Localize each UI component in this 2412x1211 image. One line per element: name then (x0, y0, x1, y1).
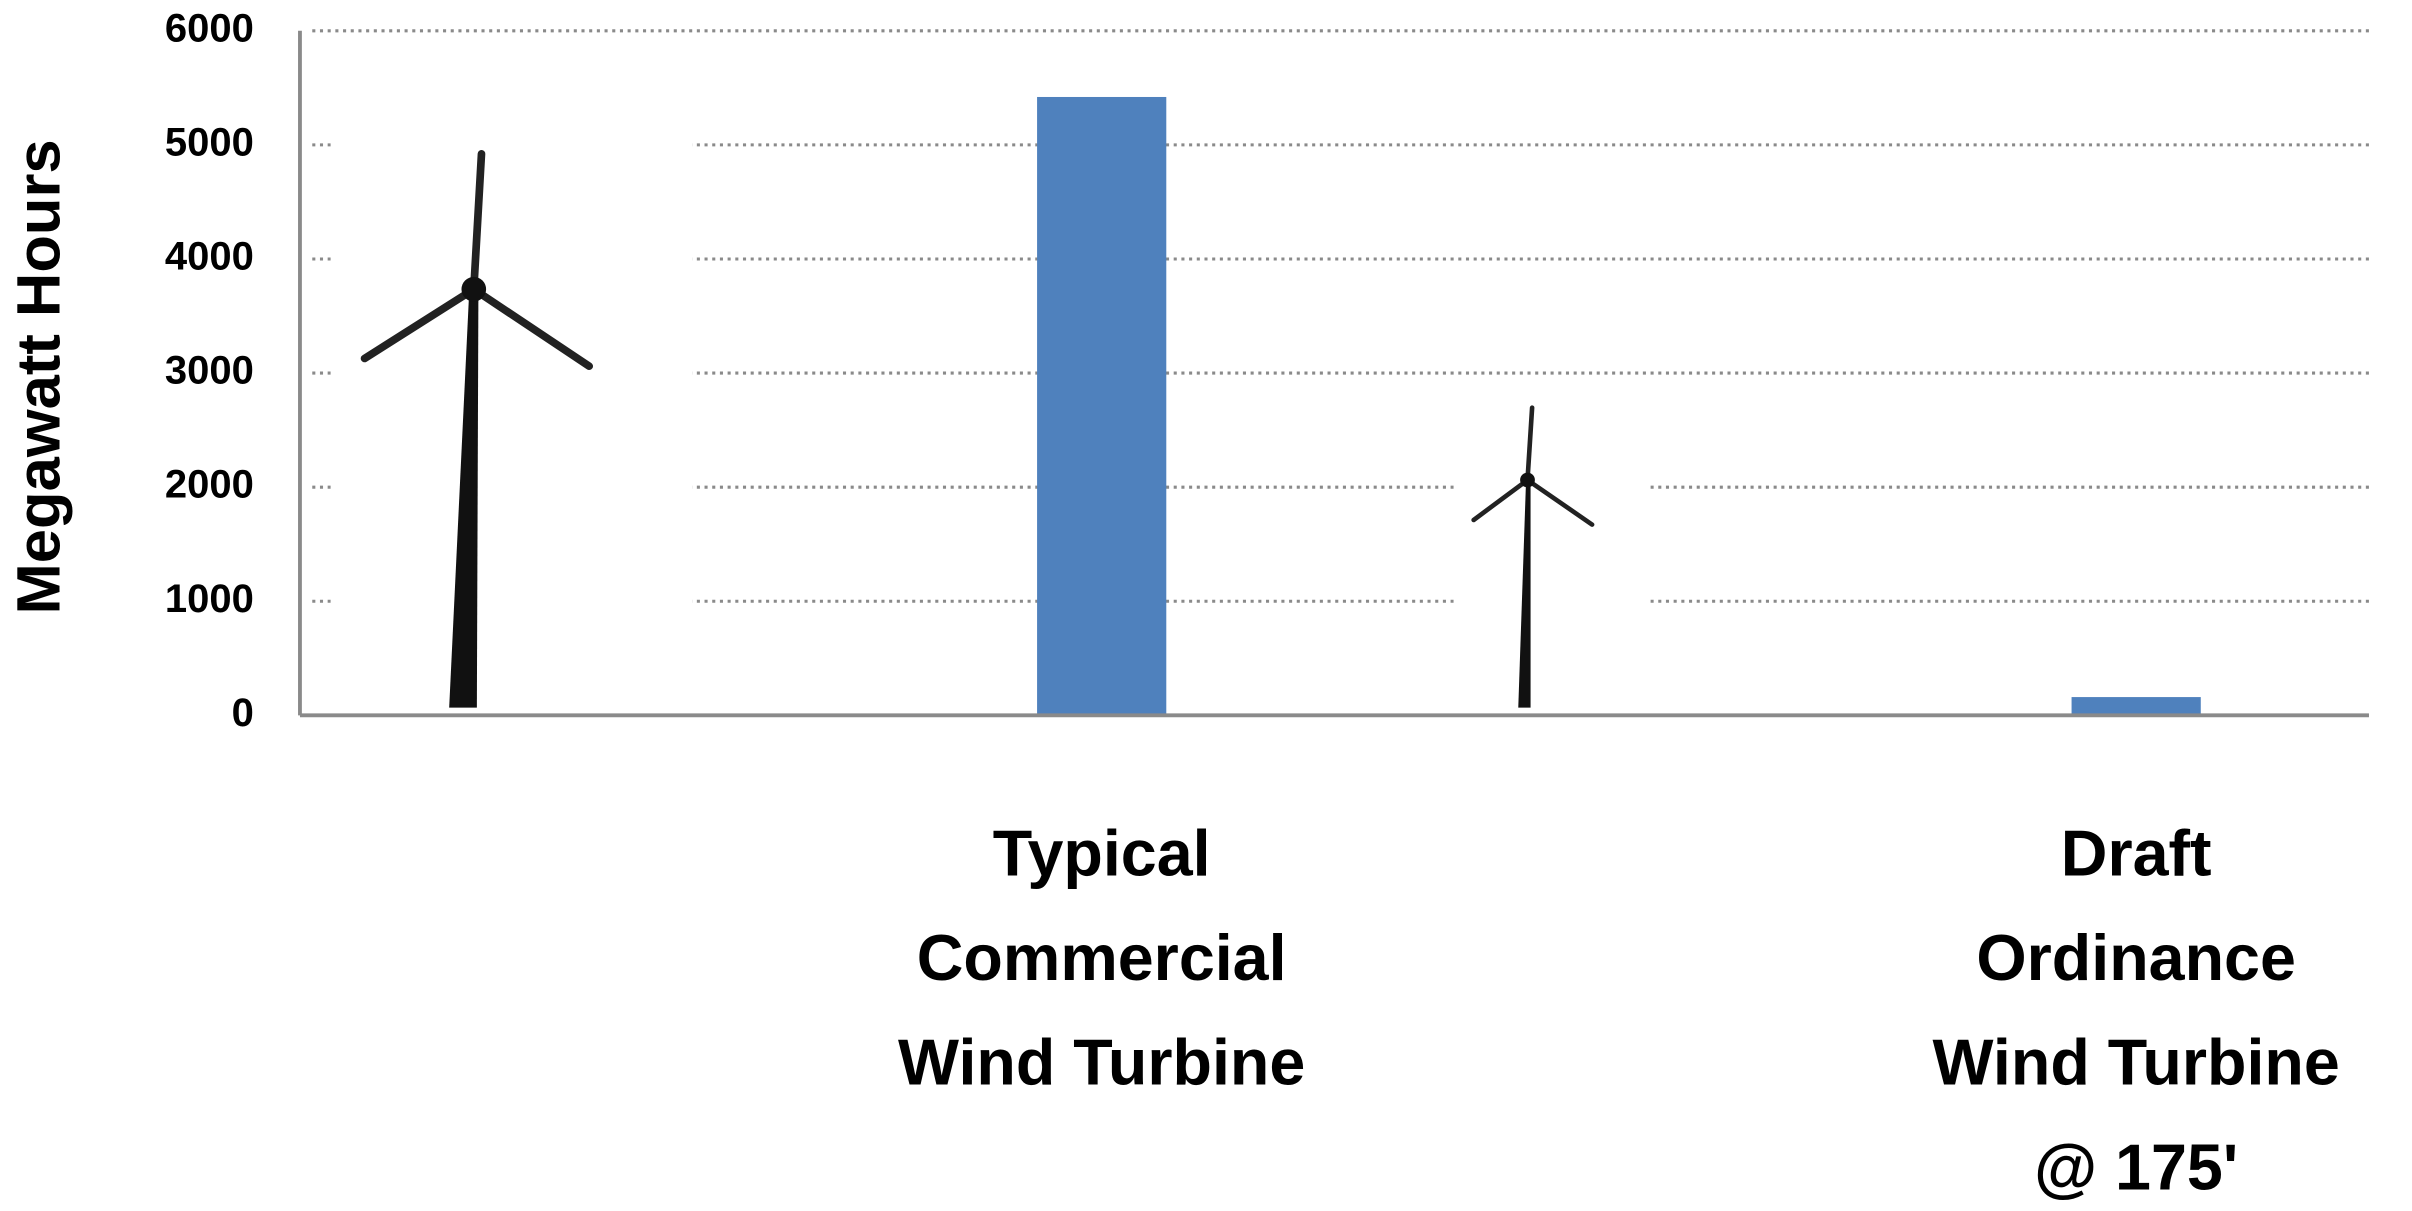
x-tick-label: Ordinance (1976, 922, 2295, 994)
y-axis-title: Megawatt Hours (4, 139, 73, 614)
turbine-blade (1525, 405, 1535, 483)
turbine-blade (469, 285, 594, 370)
turbine-blade (1471, 477, 1530, 523)
x-tick-label: Typical (993, 817, 1211, 889)
y-tick-label: 3000 (165, 349, 254, 393)
bar (1037, 96, 1167, 716)
turbine-blade (469, 150, 486, 294)
x-tick-label: Wind Turbine (898, 1027, 1305, 1099)
x-tick-label: Wind Turbine (1933, 1027, 2340, 1099)
turbine-background (1453, 396, 1651, 714)
turbine-blade (360, 285, 478, 363)
turbine-hub (461, 276, 487, 302)
turbine-tower (1518, 483, 1531, 708)
y-tick-label: 4000 (165, 235, 254, 279)
x-tick-label: @ 175' (2034, 1131, 2238, 1203)
turbine-icon (330, 141, 693, 714)
y-tick-label: 6000 (165, 6, 254, 50)
x-tick-label: Draft (2061, 817, 2212, 889)
y-tick-label: 5000 (165, 120, 254, 164)
turbine-background (330, 141, 693, 714)
y-tick-label: 0 (232, 691, 254, 735)
turbine-tower (449, 292, 479, 708)
y-tick-label: 1000 (165, 577, 254, 621)
turbine-blade (1525, 477, 1595, 527)
x-tick-label: Commercial (917, 922, 1287, 994)
y-tick-label: 2000 (165, 463, 254, 507)
turbine-icon (1453, 396, 1651, 714)
turbine-hub (1520, 472, 1535, 488)
bar (2071, 697, 2201, 716)
